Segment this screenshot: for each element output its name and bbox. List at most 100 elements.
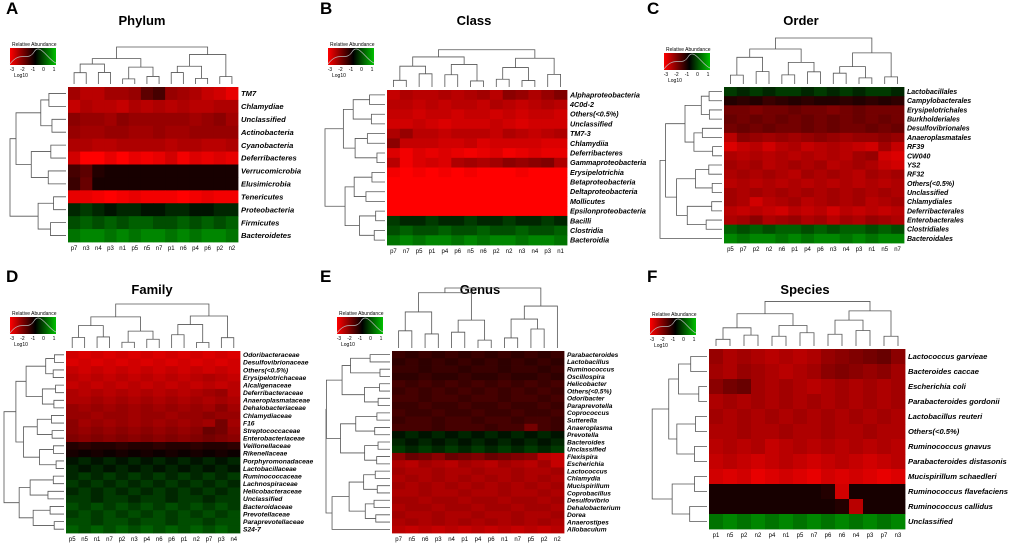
heatmap-cell: [550, 525, 565, 534]
heatmap-cell: [104, 99, 117, 114]
panel-letter: D: [6, 267, 18, 286]
heatmap-cell: [225, 151, 239, 165]
legend-tick: -1: [358, 336, 363, 342]
row-label: Erysipelotrichales: [907, 107, 967, 114]
heatmap-cell: [852, 169, 866, 180]
row-label: Chlamydiales: [907, 199, 952, 206]
heatmap-cell: [511, 380, 525, 388]
row-label: Unclassified: [241, 115, 286, 124]
heatmap-cell: [227, 396, 241, 405]
dendrogram-branch: [502, 67, 529, 81]
heatmap-cell: [779, 409, 794, 425]
heatmap-cell: [128, 125, 142, 140]
heatmap-cell: [749, 233, 763, 244]
legend-tick: 0: [42, 67, 45, 73]
heatmap-cell: [451, 215, 465, 227]
heatmap-cell: [779, 394, 794, 410]
dendrogram-branch: [189, 54, 227, 77]
heatmap-cell: [511, 401, 525, 410]
heatmap-cell: [80, 99, 93, 114]
heatmap-cell: [807, 499, 822, 515]
heatmap-cell: [814, 206, 828, 216]
column-label: n3: [830, 247, 837, 253]
heatmap-cell: [438, 177, 452, 188]
heatmap-cell: [225, 87, 239, 101]
dendrogram-branch: [504, 337, 519, 348]
dendrogram-branch: [96, 336, 110, 348]
heatmap-cell: [128, 434, 141, 443]
heatmap-cell: [524, 358, 538, 366]
heatmap-cell: [807, 514, 822, 530]
heatmap-cell: [537, 380, 552, 388]
heatmap-cell: [511, 416, 525, 425]
heatmap-cell: [839, 187, 853, 198]
heatmap-cell: [736, 206, 751, 216]
heatmap-cell: [464, 225, 478, 236]
heatmap-cell: [90, 472, 104, 481]
heatmap-cell: [165, 373, 179, 382]
heatmap-cell: [749, 160, 763, 170]
column-label: p3: [867, 533, 874, 539]
heatmap-cell: [723, 349, 738, 365]
heatmap-cell: [115, 510, 129, 519]
heatmap-cell: [865, 169, 879, 180]
heatmap-cell: [550, 489, 565, 497]
heatmap-cell: [140, 112, 154, 127]
heatmap-cell: [202, 517, 216, 526]
heatmap-cell: [878, 187, 892, 198]
heatmap-cell: [793, 454, 808, 470]
heatmap-cell: [177, 517, 191, 526]
row-label: Gammaproteobacteria: [570, 158, 646, 167]
heatmap-cell: [116, 87, 130, 101]
heatmap-cell: [528, 167, 542, 178]
dendrogram-branch: [196, 342, 210, 348]
heatmap-cell: [826, 233, 841, 244]
heatmap-cell: [511, 394, 525, 403]
heatmap-cell: [392, 401, 406, 410]
column-label: n4: [448, 537, 455, 543]
heatmap-cell: [502, 99, 516, 110]
heatmap-cell: [471, 387, 486, 396]
heatmap-cell: [215, 351, 228, 359]
heatmap-cell: [213, 190, 227, 204]
heatmap-cell: [165, 479, 179, 488]
heatmap-cell: [550, 351, 565, 359]
heatmap-cell: [418, 445, 433, 454]
heatmap-cell: [431, 511, 446, 519]
column-label: n4: [230, 537, 237, 543]
heatmap-cell: [116, 151, 130, 165]
heatmap-cell: [140, 190, 154, 204]
column-label: n7: [106, 537, 113, 543]
row-label: Allobaculum: [566, 527, 607, 534]
heatmap-cell: [215, 442, 228, 450]
column-label: n6: [480, 249, 487, 255]
dendrogram-branch: [412, 56, 465, 67]
heatmap-cell: [66, 358, 79, 367]
heatmap-cell: [464, 128, 478, 139]
row-label: Ruminococcus flavefaciens: [908, 487, 1008, 496]
heatmap-cell: [213, 87, 227, 101]
heatmap-cell: [153, 381, 166, 390]
heatmap-cell: [387, 109, 401, 120]
row-label: Deferribacteraceae: [243, 390, 304, 397]
heatmap-cell: [201, 87, 215, 101]
heatmap-cell: [405, 489, 419, 497]
legend-tick: -2: [660, 337, 665, 343]
panel-letter: A: [6, 0, 18, 18]
heatmap-cell: [190, 426, 204, 435]
heatmap-cell: [471, 467, 486, 476]
heatmap-cell: [189, 203, 202, 217]
heatmap-cell: [471, 503, 486, 512]
row-label: Bacteroidaceae: [243, 504, 293, 511]
heatmap-cell: [202, 479, 216, 488]
heatmap-cell: [541, 235, 555, 246]
heatmap-cell: [392, 525, 406, 534]
heatmap-cell: [801, 215, 815, 226]
heatmap-cell: [202, 502, 216, 511]
row-label: Odoribacteraceae: [243, 352, 300, 359]
heatmap-cell: [537, 518, 552, 527]
legend-unit: Log10: [341, 342, 355, 348]
row-label: Firmicutes: [241, 218, 279, 227]
column-label: p2: [493, 249, 500, 255]
heatmap-cell: [524, 518, 538, 527]
